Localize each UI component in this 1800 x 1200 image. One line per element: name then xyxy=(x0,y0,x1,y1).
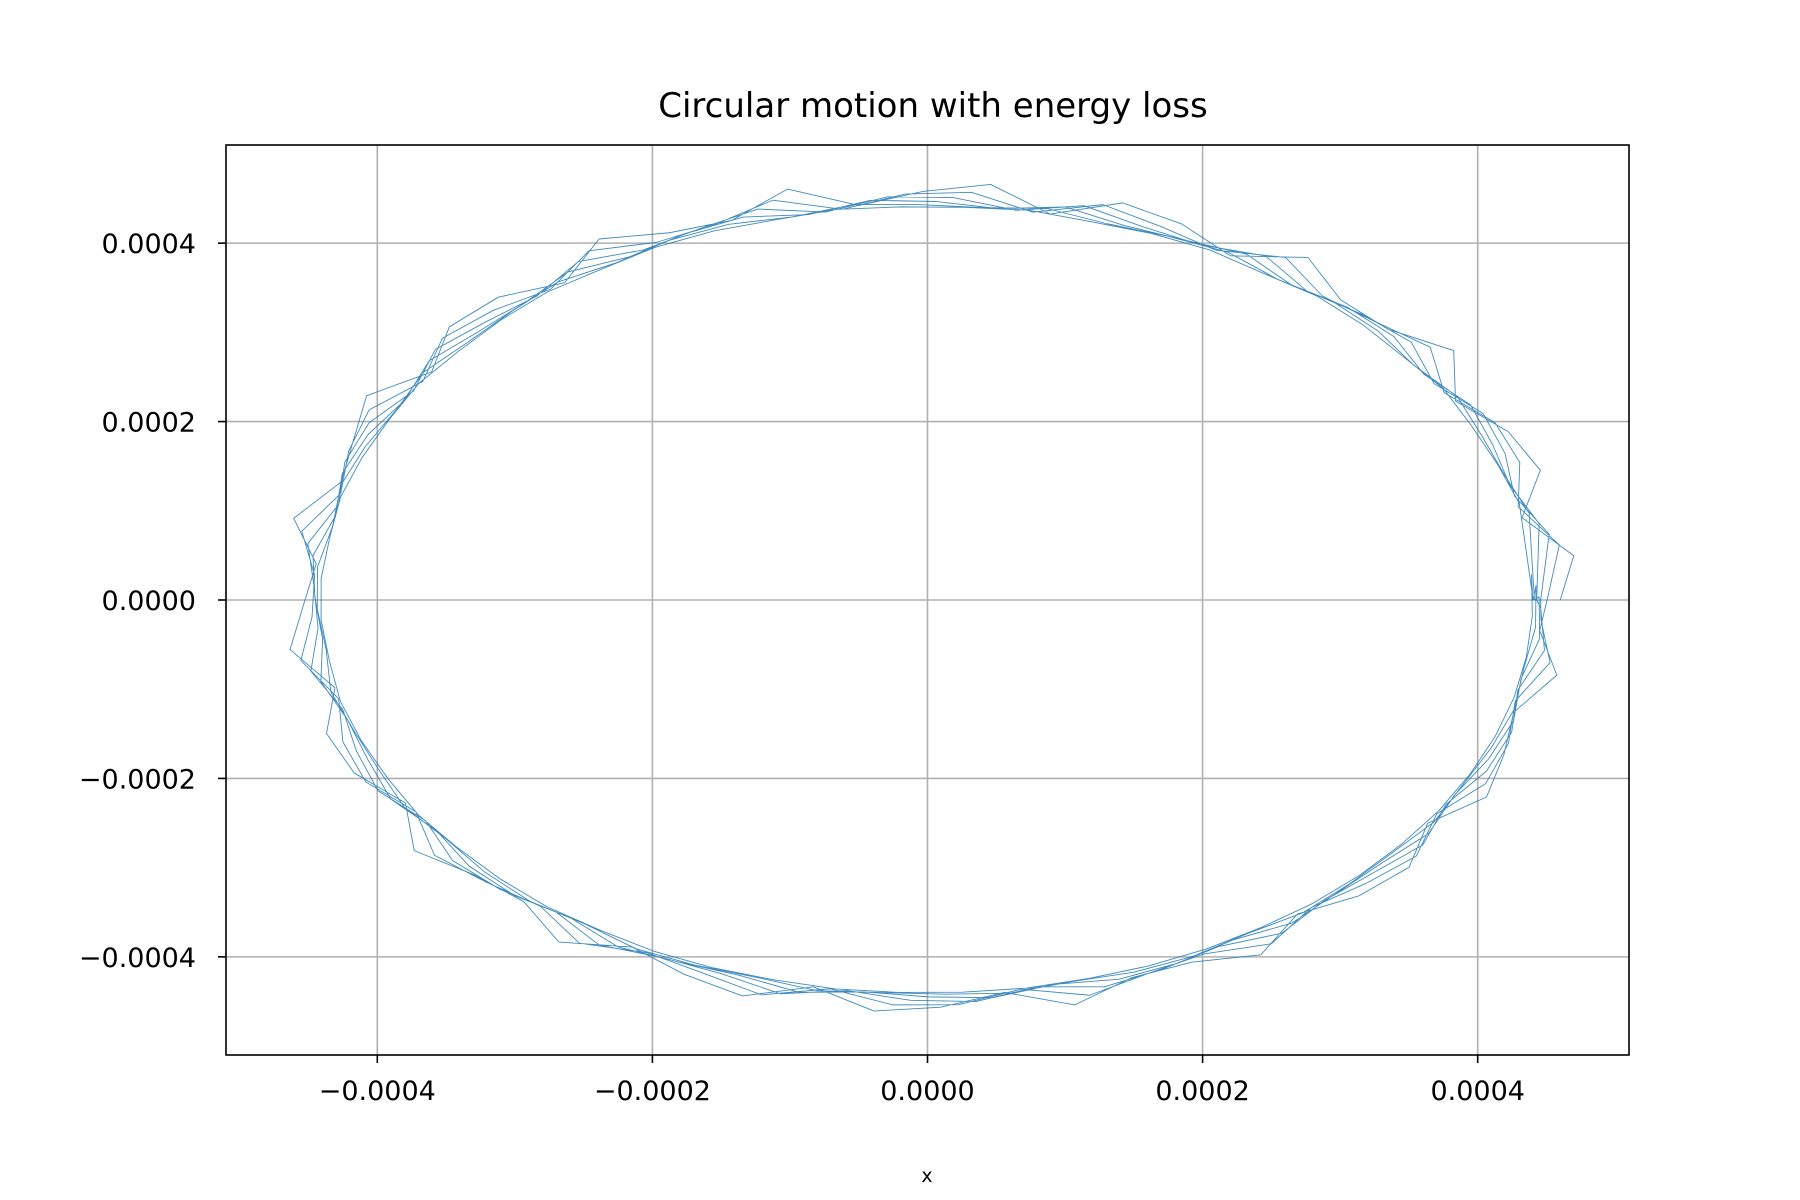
x-tick-label: −0.0004 xyxy=(319,1076,436,1107)
y-tick-label: 0.0000 xyxy=(102,586,196,617)
y-tick-label: 0.0004 xyxy=(102,229,196,260)
x-tick-label: 0.0002 xyxy=(1155,1076,1249,1107)
x-axis-ticks: −0.0004 −0.0002 0.0000 0.0002 0.0004 xyxy=(319,1055,1525,1107)
y-grid-lines xyxy=(226,242,1629,958)
y-axis-ticks: −0.0004 −0.0002 0.0000 0.0002 0.0004 xyxy=(79,229,226,974)
y-tick-label: 0.0002 xyxy=(102,408,196,439)
plot-area xyxy=(289,183,1575,1012)
y-tick-label: −0.0002 xyxy=(79,764,196,795)
x-tick-label: 0.0000 xyxy=(880,1076,974,1107)
x-axis-label: x xyxy=(921,1165,932,1187)
y-tick-label: −0.0004 xyxy=(79,943,196,974)
chart-title: Circular motion with energy loss xyxy=(658,86,1207,126)
x-tick-label: 0.0004 xyxy=(1430,1076,1524,1107)
trajectory-series-line xyxy=(289,183,1575,1012)
x-tick-label: −0.0002 xyxy=(594,1076,711,1107)
